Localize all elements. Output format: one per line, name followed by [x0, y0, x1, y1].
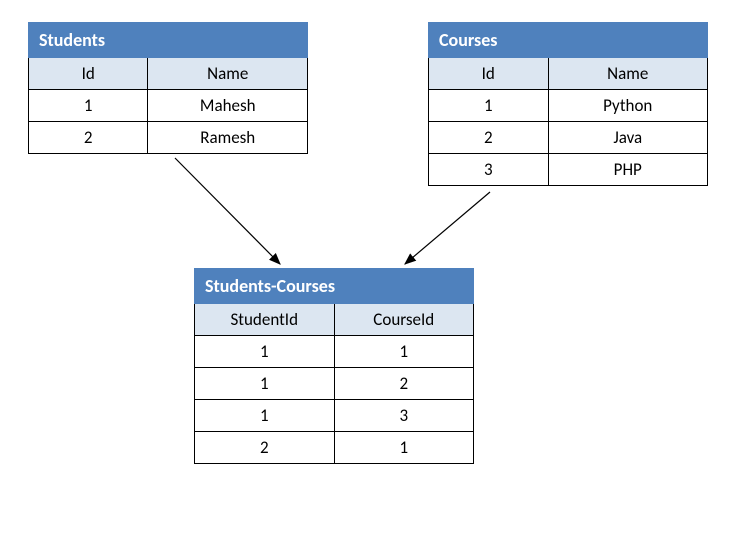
table-row: 12 — [195, 368, 474, 400]
table-title: Courses — [429, 23, 708, 58]
column-header: CourseId — [334, 304, 473, 336]
table-cell: 1 — [195, 368, 335, 400]
students-courses-table: Students-CoursesStudentIdCourseId1112132… — [194, 268, 474, 464]
table-row: 13 — [195, 400, 474, 432]
table-cell: Ramesh — [148, 122, 308, 154]
table-cell: 1 — [429, 90, 549, 122]
column-header: StudentId — [195, 304, 335, 336]
table-row: 3PHP — [429, 154, 708, 186]
students-table: StudentsIdName1Mahesh2Ramesh — [28, 22, 308, 154]
relationship-arrow — [405, 192, 490, 264]
column-header: Id — [429, 58, 549, 90]
table-cell: Mahesh — [148, 90, 308, 122]
relationship-arrow — [175, 158, 280, 264]
table-cell: 1 — [334, 432, 473, 464]
courses-table: CoursesIdName1Python2Java3PHP — [428, 22, 708, 186]
table-cell: PHP — [548, 154, 708, 186]
table-cell: 2 — [29, 122, 148, 154]
table-cell: 2 — [195, 432, 335, 464]
table-row: 2Java — [429, 122, 708, 154]
table-row: 1Python — [429, 90, 708, 122]
table-cell: 1 — [29, 90, 148, 122]
table-row: 11 — [195, 336, 474, 368]
table-cell: Python — [548, 90, 708, 122]
table-row: 1Mahesh — [29, 90, 308, 122]
column-header: Name — [148, 58, 308, 90]
table-row: 2Ramesh — [29, 122, 308, 154]
table-title: Students — [29, 23, 308, 58]
table-cell: 2 — [429, 122, 549, 154]
table-cell: 1 — [334, 336, 473, 368]
column-header: Name — [548, 58, 708, 90]
table-title: Students-Courses — [195, 269, 474, 304]
table-cell: 2 — [334, 368, 473, 400]
table-cell: 3 — [429, 154, 549, 186]
table-cell: 1 — [195, 400, 335, 432]
column-header: Id — [29, 58, 148, 90]
table-cell: 3 — [334, 400, 473, 432]
table-row: 21 — [195, 432, 474, 464]
table-cell: Java — [548, 122, 708, 154]
table-cell: 1 — [195, 336, 335, 368]
